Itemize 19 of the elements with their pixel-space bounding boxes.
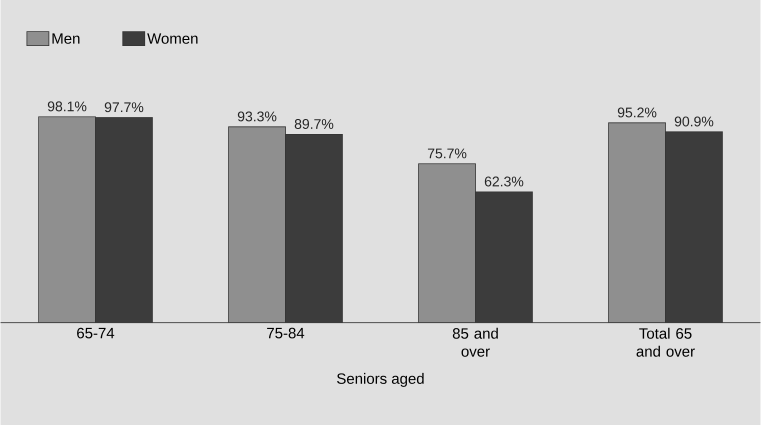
x-axis-title: Seniors aged xyxy=(337,372,424,387)
data-label: 97.7% xyxy=(104,102,144,112)
data-label: 89.7% xyxy=(294,118,334,129)
data-label: 62.3% xyxy=(484,176,524,186)
data-label: 90.9% xyxy=(674,116,714,126)
bar xyxy=(418,163,476,322)
x-tick-label: 65-74 xyxy=(77,328,114,338)
data-label: 93.3% xyxy=(238,111,276,122)
bar xyxy=(228,126,286,322)
x-tick-label: 85 and over xyxy=(452,328,498,357)
x-tick-label: Total 65 and over xyxy=(636,328,695,357)
data-label: 95.2% xyxy=(618,107,656,118)
legend-label: Women xyxy=(147,33,198,44)
data-label: 75.7% xyxy=(428,148,466,158)
legend-label: Men xyxy=(52,33,80,44)
bar xyxy=(38,116,96,322)
bar xyxy=(608,122,666,322)
x-tick-label: 75-84 xyxy=(267,328,304,338)
data-label: 98.1% xyxy=(48,101,86,112)
